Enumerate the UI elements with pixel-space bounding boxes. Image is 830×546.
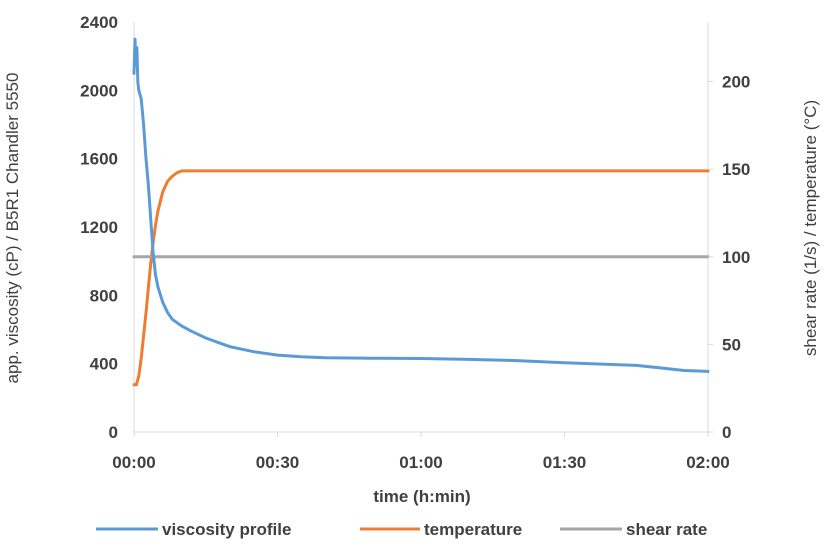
left-axis-title: app. viscosity (cP) / B5R1 Chandler 5550 — [3, 73, 22, 384]
x-tick-label: 01:30 — [543, 453, 586, 472]
right-tick-label: 150 — [722, 160, 750, 179]
viscosity-profile-line — [132, 37, 710, 373]
temperature-line — [132, 169, 710, 387]
right-axis-title: shear rate (1/s) / temperature (°C) — [801, 100, 820, 356]
right-tick-label: 200 — [722, 73, 750, 92]
right-tick-label: 100 — [722, 248, 750, 267]
x-axis-title: time (h:min) — [373, 487, 470, 506]
legend-label-viscosity-profile: viscosity profile — [162, 520, 291, 539]
right-tick-label: 50 — [722, 335, 741, 354]
left-tick-label: 400 — [90, 355, 118, 374]
legend-label-temperature: temperature — [424, 520, 522, 539]
left-tick-label: 2400 — [80, 13, 118, 32]
left-tick-label: 1600 — [80, 150, 118, 169]
series-layer — [132, 37, 710, 387]
left-tick-label: 2000 — [80, 81, 118, 100]
x-tick-label: 01:00 — [399, 453, 442, 472]
left-axis-ticks: 0 400 800 1200 1600 2000 2400 — [80, 13, 118, 442]
x-tick-label: 00:30 — [256, 453, 299, 472]
x-tick-label: 02:00 — [686, 453, 729, 472]
x-axis-ticks: 00:00 00:30 01:00 01:30 02:00 — [112, 432, 730, 472]
plot-area — [133, 22, 709, 433]
legend-label-shear-rate: shear rate — [626, 520, 707, 539]
x-tick-label: 00:00 — [112, 453, 155, 472]
left-tick-label: 1200 — [80, 218, 118, 237]
right-tick-label: 0 — [722, 423, 731, 442]
left-tick-label: 800 — [90, 286, 118, 305]
legend: viscosity profile temperature shear rate — [96, 520, 707, 539]
left-tick-label: 0 — [109, 423, 118, 442]
right-axis-ticks: 0 50 100 150 200 — [708, 73, 750, 442]
